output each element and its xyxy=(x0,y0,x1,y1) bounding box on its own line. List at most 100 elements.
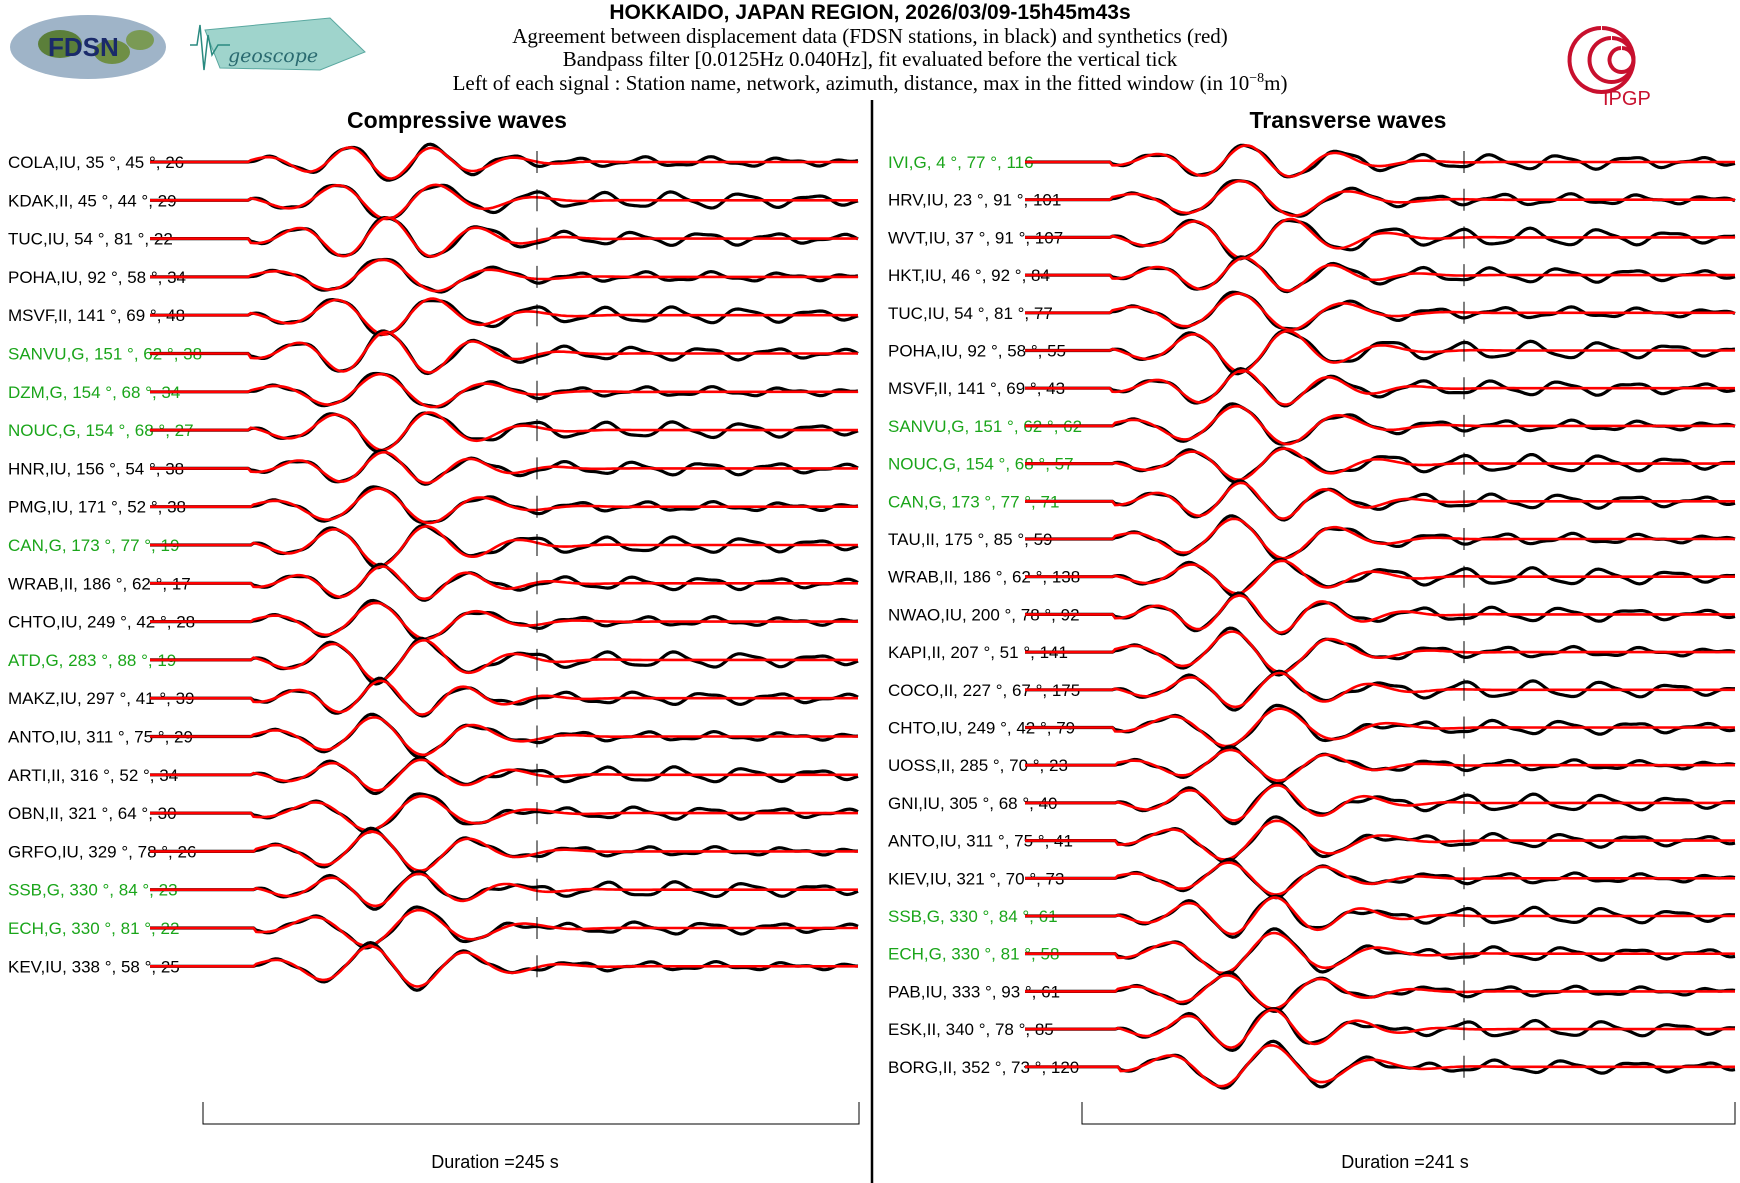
data-trace xyxy=(150,870,859,911)
station-label: BORG,II, 352 °, 73 °, 120 xyxy=(888,1058,1079,1077)
synthetic-trace xyxy=(150,794,858,832)
synthetic-trace xyxy=(150,872,858,908)
station-label: CAN,G, 173 °, 77 °, 19 xyxy=(8,536,179,555)
synthetic-trace xyxy=(150,258,858,293)
synthetic-trace xyxy=(150,679,858,716)
synthetic-trace xyxy=(150,297,858,336)
station-label: GRFO,IU, 329 °, 78 °, 26 xyxy=(8,842,196,861)
duration-bracket-transverse xyxy=(1081,1102,1736,1125)
station-label: POHA,IU, 92 °, 58 °, 34 xyxy=(8,268,186,287)
subtitle-line-2: Bandpass filter [0.0125Hz 0.040Hz], fit … xyxy=(563,47,1178,71)
duration-bracket-compressive xyxy=(202,1102,860,1125)
synthetic-trace xyxy=(1025,256,1735,292)
transverse-panel: IVI,G, 4 °, 77 °, 116 HRV,IU, 23 °, 91 °,… xyxy=(888,143,1736,1090)
synthetic-trace xyxy=(1025,1043,1735,1088)
station-label: WVT,IU, 37 °, 91 °, 107 xyxy=(888,228,1063,247)
subtitle-line-3: Left of each signal : Station name, netw… xyxy=(453,71,1288,95)
geoscope-logo-text: geoscope xyxy=(228,45,318,67)
station-label: SSB,G, 330 °, 84 °, 61 xyxy=(888,907,1058,926)
station-label: CHTO,IU, 249 °, 42 °, 28 xyxy=(8,613,195,632)
synthetic-trace xyxy=(150,715,858,757)
synthetic-trace xyxy=(150,638,858,683)
synthetic-trace xyxy=(150,565,858,601)
station-label: SANVU,G, 151 °, 62 °, 62 xyxy=(888,417,1082,436)
station-label: COLA,IU, 35 °, 45 °, 26 xyxy=(8,153,184,172)
station-label: MSVF,II, 141 °, 69 °, 48 xyxy=(8,306,185,325)
panel-title-transverse: Transverse waves xyxy=(1250,107,1447,133)
station-label: ARTI,II, 316 °, 52 °, 34 xyxy=(8,766,178,785)
station-label: WRAB,II, 186 °, 62 °, 138 xyxy=(888,568,1080,587)
synthetic-trace xyxy=(1025,481,1735,520)
station-label: NWAO,IU, 200 °, 78 °, 92 xyxy=(888,605,1080,624)
ipgp-logo-text: IPGP xyxy=(1603,88,1651,110)
station-label: OBN,II, 321 °, 64 °, 30 xyxy=(8,804,177,823)
station-label: CHTO,IU, 249 °, 42 °, 79 xyxy=(888,719,1075,738)
data-trace xyxy=(1025,927,1736,977)
synthetic-trace xyxy=(1025,1008,1735,1049)
compressive-panel: COLA,IU, 35 °, 45 °, 26 KDAK,II, 45 °, 44… xyxy=(8,142,859,992)
fdsn-logo-text: FDSN xyxy=(48,32,119,62)
station-label: DZM,G, 154 °, 68 °, 34 xyxy=(8,383,180,402)
synthetic-trace xyxy=(1025,748,1735,782)
synthetic-trace xyxy=(1025,861,1735,896)
synthetic-trace xyxy=(1025,404,1735,446)
synthetic-trace xyxy=(150,216,858,258)
station-label: KAPI,II, 207 °, 51 °, 141 xyxy=(888,643,1068,662)
subtitle-line-3-exponent: −8 xyxy=(1249,71,1264,86)
station-label: SANVU,G, 151 °, 62 °, 38 xyxy=(8,345,202,364)
synthetic-trace xyxy=(1025,217,1735,260)
synthetic-trace xyxy=(150,908,858,947)
synthetic-trace xyxy=(150,183,858,221)
synthetic-trace xyxy=(150,146,858,180)
synthetic-trace xyxy=(1025,447,1735,482)
data-trace xyxy=(1025,255,1736,294)
synthetic-trace xyxy=(150,411,858,452)
station-label: ESK,II, 340 °, 78 °, 85 xyxy=(888,1020,1054,1039)
duration-label-compressive: Duration =245 s xyxy=(431,1152,559,1172)
station-label: HRV,IU, 23 °, 91 °, 101 xyxy=(888,191,1061,210)
synthetic-trace xyxy=(1025,292,1735,332)
figure-title: HOKKAIDO, JAPAN REGION, 2026/03/09-15h45… xyxy=(609,1,1130,24)
station-label: MAKZ,IU, 297 °, 41 °, 39 xyxy=(8,689,195,708)
station-label: ANTO,IU, 311 °, 75 °, 41 xyxy=(888,832,1073,851)
synthetic-trace xyxy=(1025,594,1735,634)
synthetic-trace xyxy=(150,758,858,792)
synthetic-trace xyxy=(1025,630,1735,674)
station-label: TUC,IU, 54 °, 81 °, 22 xyxy=(8,230,173,249)
station-label: KEV,IU, 338 °, 58 °, 25 xyxy=(8,957,180,976)
synthetic-trace xyxy=(1025,559,1735,595)
synthetic-trace xyxy=(1025,973,1735,1010)
station-label: UOSS,II, 285 °, 70 °, 23 xyxy=(888,756,1068,775)
station-label: ECH,G, 330 °, 81 °, 22 xyxy=(8,919,179,938)
synthetic-trace xyxy=(1025,329,1735,374)
data-trace xyxy=(1025,218,1736,261)
data-trace xyxy=(150,215,859,259)
synthetic-trace xyxy=(1025,931,1735,975)
synthetic-trace xyxy=(1025,896,1735,936)
synthetic-trace xyxy=(150,330,858,374)
station-label: KDAK,II, 45 °, 44 °, 29 xyxy=(8,191,177,210)
data-trace xyxy=(1025,479,1736,522)
data-trace xyxy=(150,411,859,453)
data-trace xyxy=(1025,591,1736,636)
station-label: COCO,II, 227 °, 67 °, 175 xyxy=(888,681,1080,700)
data-trace xyxy=(1025,366,1736,408)
geoscope-logo: geoscope xyxy=(190,17,366,71)
subtitle-line-1: Agreement between displacement data (FDS… xyxy=(512,24,1228,48)
synthetic-trace xyxy=(150,487,858,525)
station-label: ECH,G, 330 °, 81 °, 58 xyxy=(888,945,1059,964)
synthetic-trace xyxy=(150,525,858,567)
fdsn-logo: FDSN xyxy=(10,15,166,79)
station-label: HNR,IU, 156 °, 54 °, 38 xyxy=(8,459,184,478)
data-trace xyxy=(150,183,859,220)
synthetic-trace xyxy=(150,601,858,641)
synthetic-trace xyxy=(1025,819,1735,861)
data-trace xyxy=(1025,143,1736,179)
station-label: SSB,G, 330 °, 84 °, 23 xyxy=(8,881,178,900)
subtitle-line-3-suffix: m) xyxy=(1264,71,1287,95)
synthetic-trace xyxy=(150,944,858,988)
data-trace xyxy=(1025,290,1736,331)
station-label: HKT,IU, 46 °, 92 °, 84 xyxy=(888,266,1050,285)
station-label: TAU,II, 175 °, 85 °, 59 xyxy=(888,530,1052,549)
